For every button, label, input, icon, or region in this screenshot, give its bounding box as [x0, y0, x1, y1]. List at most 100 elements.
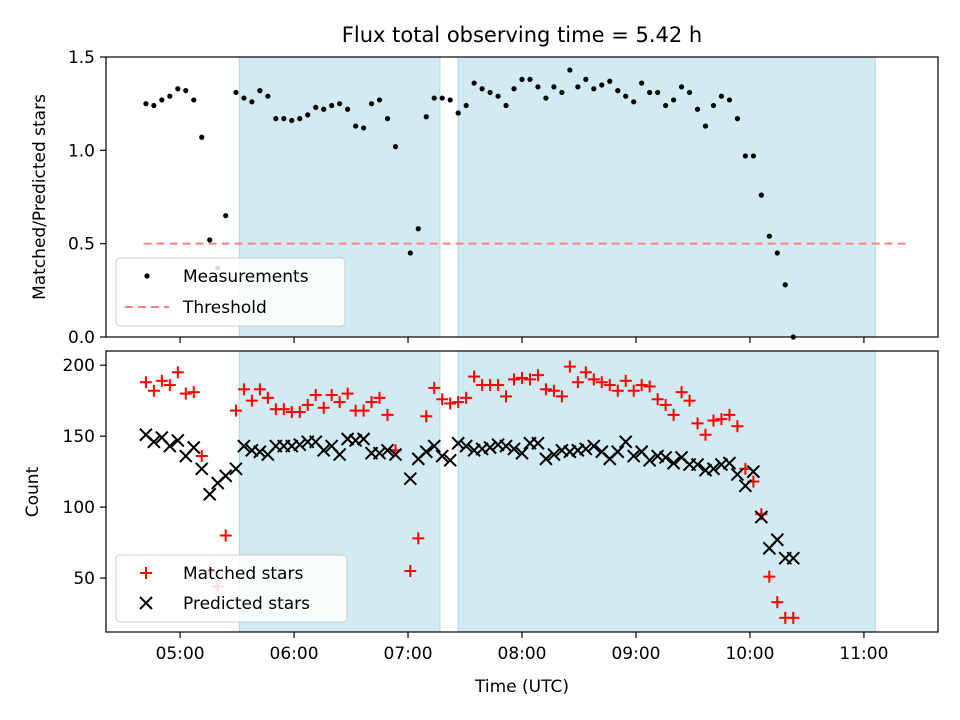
- measurements-point: [551, 84, 557, 90]
- bottom-y-axis-label: Count: [23, 466, 43, 517]
- measurements-point: [766, 233, 772, 239]
- measurements-point: [503, 102, 509, 109]
- measurements-point: [289, 117, 295, 124]
- predicted-stars-point: [229, 462, 243, 476]
- measurements-point: [191, 97, 197, 103]
- predicted-stars-point: [427, 439, 441, 453]
- chart-title: Flux total observing time = 5.42 h: [342, 23, 702, 47]
- measurements-point: [519, 76, 525, 82]
- matched-stars-point: [651, 393, 664, 406]
- x-tick-label: 09:00: [611, 644, 660, 664]
- predicted-stars-point: [507, 442, 521, 456]
- predicted-stars-point: [419, 445, 433, 459]
- matched-stars-point: [219, 529, 232, 542]
- measurements-point: [647, 89, 653, 96]
- bottom-panel: 05:00 06:00 07:00 08:00 09:00 10:00 11:00 50 100…: [23, 350, 939, 697]
- top-axes-frame: [105, 56, 939, 338]
- measurements-point: [495, 93, 501, 99]
- predicted-stars-point: [187, 440, 201, 455]
- matched-stars-point: [325, 388, 338, 401]
- measurements-point: [313, 104, 319, 110]
- matched-stars-point: [452, 396, 465, 409]
- matched-stars-point: [317, 401, 330, 414]
- matched-stars-point: [579, 366, 592, 379]
- measurements-point: [337, 101, 343, 107]
- x-tick-label: 11:00: [839, 644, 888, 664]
- measurements-point: [663, 102, 669, 109]
- predicted-stars-point: [626, 449, 641, 463]
- predicted-stars-point: [332, 447, 347, 462]
- predicted-stars-point: [531, 436, 545, 450]
- matched-stars-point: [492, 379, 505, 392]
- measurements-point: [321, 106, 327, 112]
- predicted-stars-point: [451, 436, 465, 450]
- measurements-point: [670, 97, 677, 103]
- predicted-stars-point: [770, 533, 785, 547]
- x-tick-label: 07:00: [384, 644, 433, 664]
- matched-stars-point: [603, 379, 616, 392]
- matched-stars-point: [699, 428, 712, 441]
- x-tick-label: 05:00: [156, 644, 205, 664]
- matched-stars-point: [341, 387, 354, 400]
- top-y-axis-label: Matched/Predicted stars: [30, 94, 50, 300]
- measurements-point: [384, 116, 391, 122]
- matched-stars-point: [563, 360, 576, 373]
- predicted-stars-point: [579, 442, 593, 456]
- predicted-stars-point: [666, 456, 681, 470]
- matched-stars-point: [171, 366, 184, 379]
- matched-stars-point: [301, 398, 314, 411]
- x-tick-label: 06:00: [270, 644, 319, 664]
- bottom-y-tick-label: 100: [63, 498, 95, 518]
- matched-stars-point: [643, 380, 656, 393]
- matched-stars-point: [293, 406, 306, 419]
- measurements-point: [543, 95, 549, 101]
- bottom-shaded-interval-2: [457, 350, 876, 633]
- measurements-point: [631, 99, 637, 105]
- measurements-point: [686, 89, 693, 96]
- measurements-point: [329, 102, 335, 109]
- predicted-stars-point: [738, 479, 753, 493]
- measurements-point: [655, 89, 661, 96]
- predicted-stars-point: [380, 443, 395, 458]
- predicted-stars-point: [459, 439, 473, 453]
- predicted-stars-point: [499, 439, 513, 453]
- matched-stars-point: [539, 383, 552, 396]
- predicted-stars-point: [316, 443, 331, 458]
- measurements-point: [639, 80, 645, 86]
- predicted-stars-point: [587, 439, 601, 453]
- predicted-stars-point: [730, 467, 745, 482]
- matched-stars-point: [667, 408, 680, 421]
- measurements-point: [678, 84, 685, 90]
- measurements-point: [591, 86, 597, 92]
- matched-stars-point: [187, 386, 200, 399]
- predicted-stars-point: [147, 435, 161, 449]
- predicted-stars-point: [658, 450, 673, 465]
- matched-stars-point: [595, 376, 608, 389]
- matched-stars-point: [245, 394, 258, 407]
- measurements-point: [774, 250, 780, 256]
- predicted-stars-point: [435, 449, 449, 463]
- matched-stars-point: [763, 570, 776, 583]
- predicted-stars-point: [195, 462, 209, 476]
- predicted-stars-point: [218, 469, 233, 483]
- measurements-point: [360, 125, 367, 131]
- predicted-stars-point: [372, 446, 387, 460]
- measurements-point: [159, 97, 165, 103]
- predicted-stars-point: [356, 432, 371, 446]
- predicted-stars-point: [163, 439, 177, 453]
- predicted-stars-point: [722, 456, 737, 470]
- legend-measurements-marker: [144, 273, 150, 279]
- top-y-tick-label: 0.5: [68, 235, 95, 255]
- measurements-point: [599, 82, 605, 88]
- matched-stars-point: [428, 381, 441, 394]
- matched-stars-point: [373, 391, 386, 404]
- matched-stars-point: [444, 397, 457, 410]
- legend-matched-label: Matched stars: [183, 564, 303, 584]
- measurements-point: [376, 97, 383, 103]
- measurements-point: [447, 97, 453, 103]
- top-y-tick-label: 1.5: [68, 48, 95, 68]
- matched-stars-point: [675, 386, 688, 399]
- matched-stars-point: [277, 403, 290, 416]
- predicted-stars-point: [388, 447, 403, 462]
- measurements-point: [471, 80, 477, 86]
